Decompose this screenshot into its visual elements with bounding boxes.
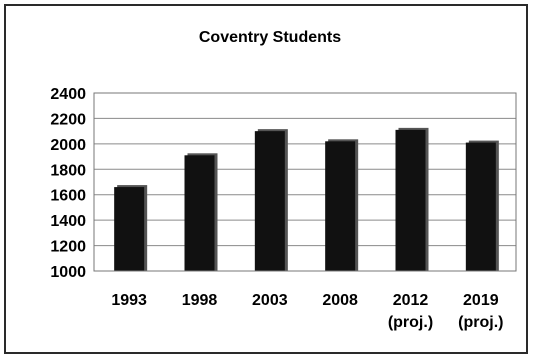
x-axis-ticks: 1993 1998 2003 2008 2012 (proj.) 2019 (proj.) (111, 292, 503, 331)
bar (465, 142, 496, 271)
y-tick-label: 2000 (50, 137, 86, 154)
y-tick-label: 1000 (50, 264, 86, 281)
plot-area (93, 92, 517, 272)
chart-title: Coventry Students (199, 29, 341, 46)
y-tick-label: 2400 (50, 86, 86, 103)
bar (184, 155, 215, 271)
y-tick-label: 2200 (50, 111, 86, 128)
x-tick-label: (proj.) (458, 314, 503, 331)
x-tick-label: 2019 (463, 292, 499, 309)
x-tick-label: 1998 (182, 292, 218, 309)
bar (395, 129, 426, 271)
y-tick-label: 1600 (50, 188, 86, 205)
x-tick-label: (proj.) (388, 314, 433, 331)
bars (114, 127, 499, 271)
gridlines (94, 92, 516, 272)
x-tick-label: 2012 (393, 292, 429, 309)
x-tick-label: 2003 (252, 292, 288, 309)
x-tick-label: 1993 (111, 292, 147, 309)
bar (254, 131, 285, 271)
bar (114, 187, 145, 271)
y-tick-label: 1400 (50, 213, 86, 230)
y-axis-ticks: 1000 1200 1400 1600 1800 2000 2200 2400 (50, 86, 86, 281)
bar (325, 141, 356, 271)
y-tick-label: 1800 (50, 162, 86, 179)
x-tick-label: 2008 (322, 292, 358, 309)
y-tick-label: 1200 (50, 239, 86, 256)
